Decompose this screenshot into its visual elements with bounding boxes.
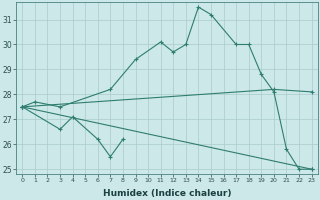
- X-axis label: Humidex (Indice chaleur): Humidex (Indice chaleur): [103, 189, 231, 198]
